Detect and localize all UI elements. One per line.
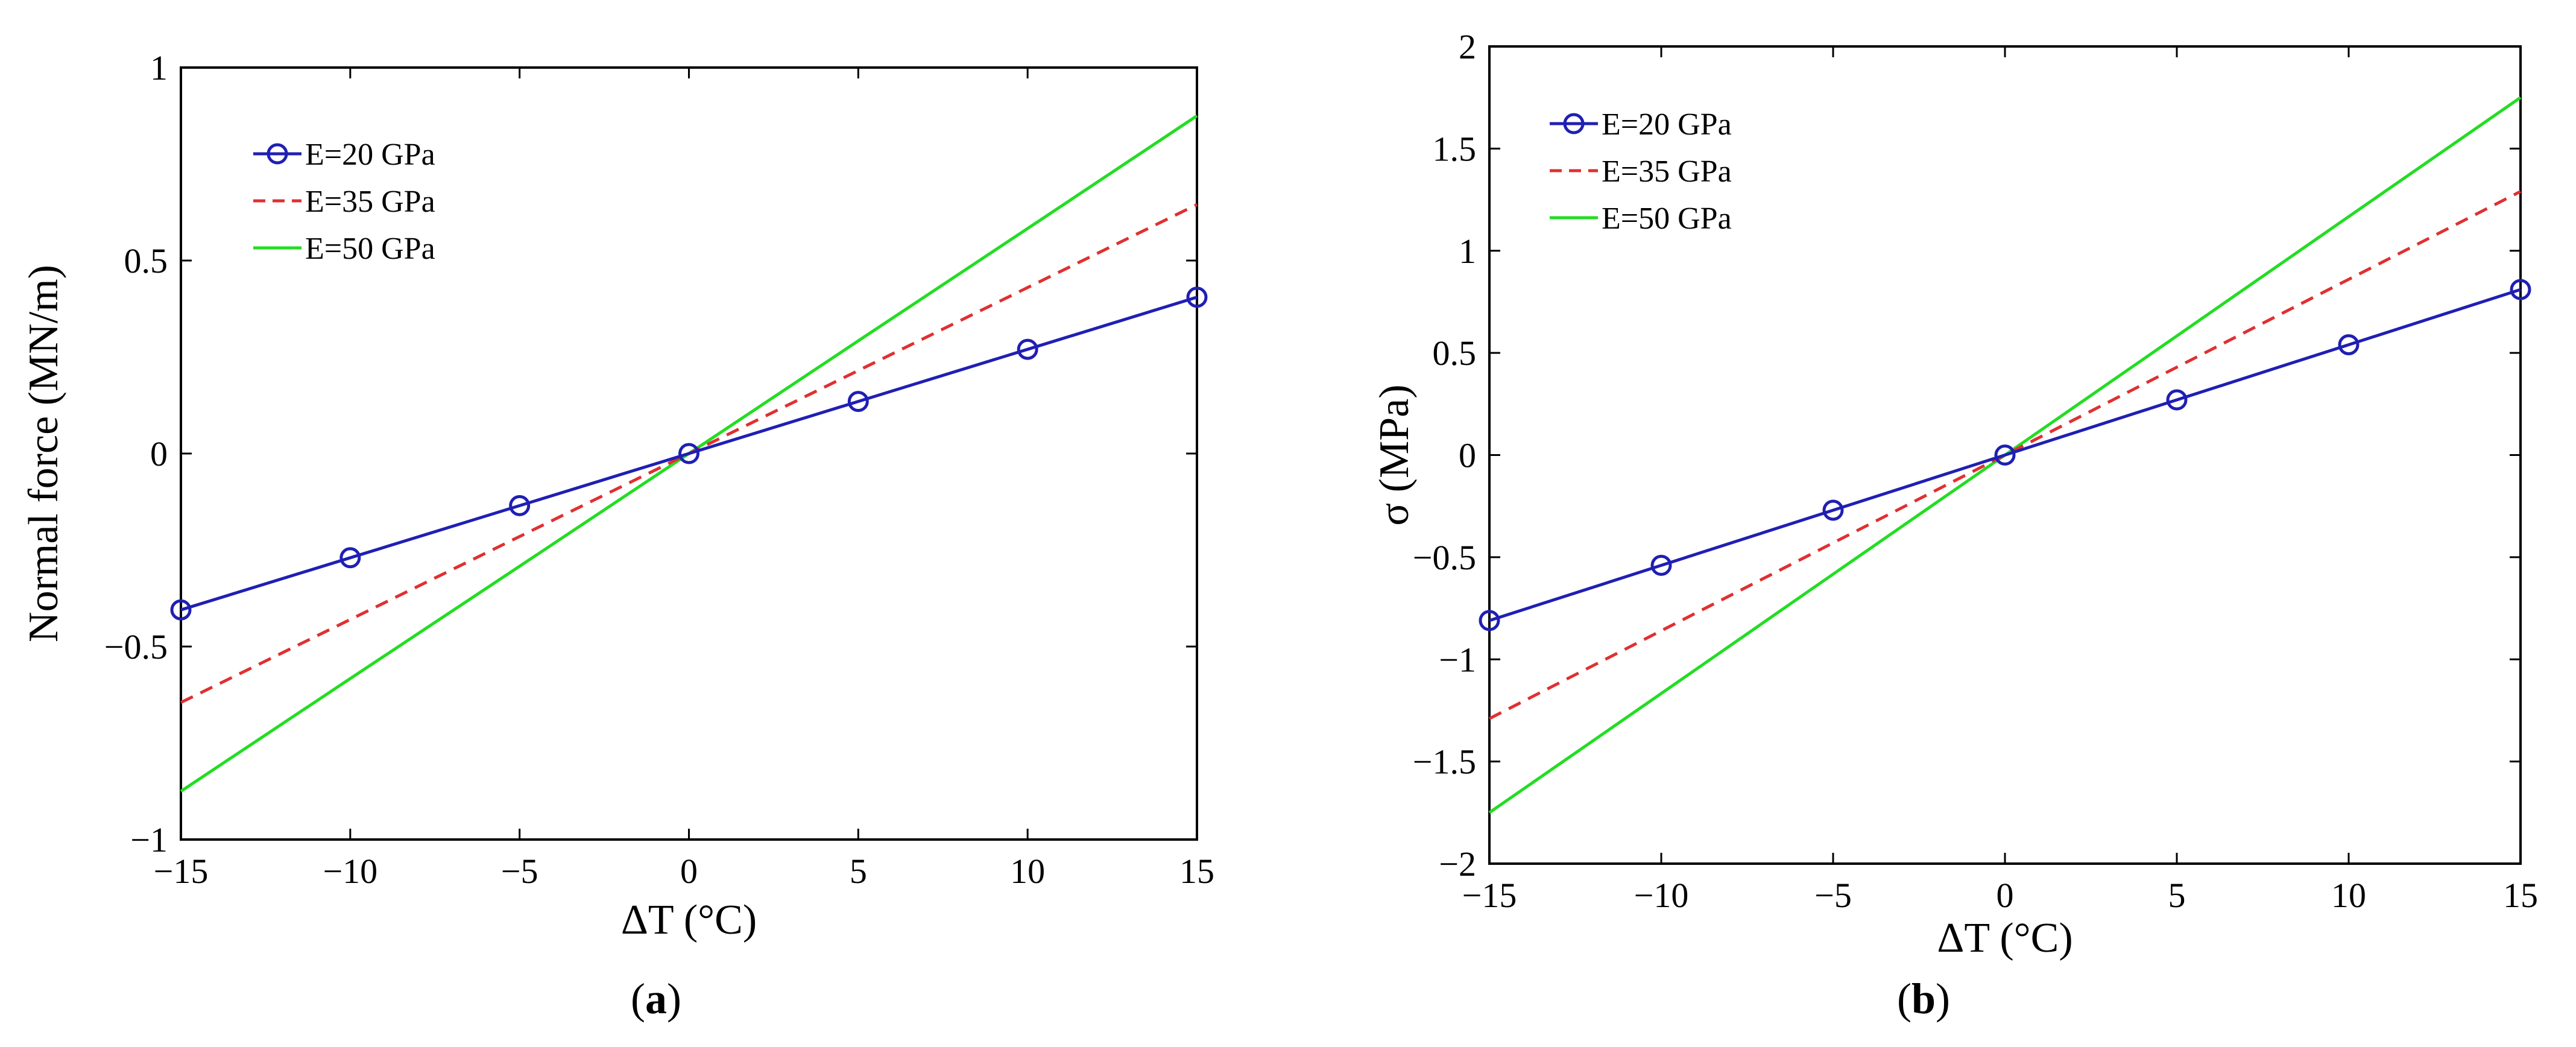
data-point-marker <box>1650 554 1672 576</box>
legend-label: E=35 GPa <box>305 185 435 219</box>
y-tick-label: 1 <box>1459 232 1476 271</box>
data-point-marker <box>2510 279 2531 300</box>
x-tick-label: −10 <box>323 852 377 891</box>
y-axis-title: σ (MPa) <box>1371 384 1418 525</box>
chart-panel-b: −15 −10 −5 0 5 10 15 −2 −1.5 −1 −0.5 0 0.5 1 1.5 2 ΔT (°… <box>1371 27 2538 1023</box>
legend-label: E=35 GPa <box>1602 154 1732 189</box>
data-point-marker <box>509 495 531 516</box>
data-point-marker <box>170 599 192 621</box>
y-tick-label: 1 <box>150 48 168 87</box>
x-tick-label: 5 <box>850 852 867 891</box>
x-tick-label: −5 <box>501 852 538 891</box>
data-point-marker <box>1479 610 1500 631</box>
x-tick-label: −15 <box>1462 876 1517 915</box>
chart-panel-a: −15 −10 −5 0 5 10 15 −1 −0.5 0 0.5 1 ΔT (°C) Normal f… <box>21 48 1214 1023</box>
data-point-marker <box>1994 444 2016 466</box>
data-point-marker <box>1822 499 1844 521</box>
y-tick-label: 0.5 <box>124 241 168 280</box>
x-axis-title: ΔT (°C) <box>1937 915 2072 961</box>
data-point-marker <box>339 547 361 569</box>
y-tick-label: −0.5 <box>104 627 168 666</box>
y-tick-label: 1.5 <box>1433 129 1477 168</box>
panel-label: (b) <box>1897 975 1950 1023</box>
y-axis-title: Normal force (MN/m) <box>21 265 67 642</box>
panel-letter: a <box>645 975 667 1023</box>
data-point-marker <box>1017 338 1038 360</box>
y-tick-label: 0.5 <box>1433 334 1477 373</box>
legend-label: E=50 GPa <box>305 232 435 266</box>
legend-label: E=50 GPa <box>1602 201 1732 236</box>
legend-marker <box>1563 113 1585 134</box>
panel-letter: b <box>1911 975 1936 1023</box>
x-tick-label: 0 <box>1997 876 2014 915</box>
legend-label: E=20 GPa <box>305 138 435 172</box>
data-point-marker <box>678 443 699 464</box>
x-tick-label: −15 <box>154 852 209 891</box>
data-point-marker <box>847 391 869 413</box>
y-tick-label: 2 <box>1459 27 1476 66</box>
x-tick-label: 15 <box>2503 876 2538 915</box>
panel-label: (a) <box>631 975 681 1023</box>
x-axis-title: ΔT (°C) <box>621 897 757 943</box>
series-line-e-20-gpa <box>1489 288 2521 622</box>
x-tick-label: 10 <box>2331 876 2366 915</box>
y-tick-label: −1.5 <box>1413 742 1476 782</box>
x-tick-label: −10 <box>1634 876 1689 915</box>
legend-label: E=20 GPa <box>1602 107 1732 142</box>
data-point-marker <box>2338 334 2360 356</box>
series-line-e-20-gpa <box>180 296 1198 612</box>
data-point-marker <box>2166 389 2188 411</box>
y-tick-label: −0.5 <box>1413 538 1476 577</box>
data-point-marker <box>1186 286 1208 308</box>
series-line-e-35-gpa <box>1488 190 2522 720</box>
x-tick-label: 15 <box>1179 852 1214 891</box>
x-tick-label: 10 <box>1010 852 1045 891</box>
x-tick-label: 0 <box>680 852 698 891</box>
x-tick-label: −5 <box>1814 876 1852 915</box>
y-tick-label: 0 <box>1459 436 1476 475</box>
y-tick-label: −1 <box>130 820 168 859</box>
y-tick-label: −1 <box>1439 640 1476 679</box>
x-tick-label: 5 <box>2168 876 2186 915</box>
legend-marker <box>267 143 288 165</box>
y-tick-label: −2 <box>1439 844 1476 884</box>
y-tick-label: 0 <box>150 434 168 473</box>
